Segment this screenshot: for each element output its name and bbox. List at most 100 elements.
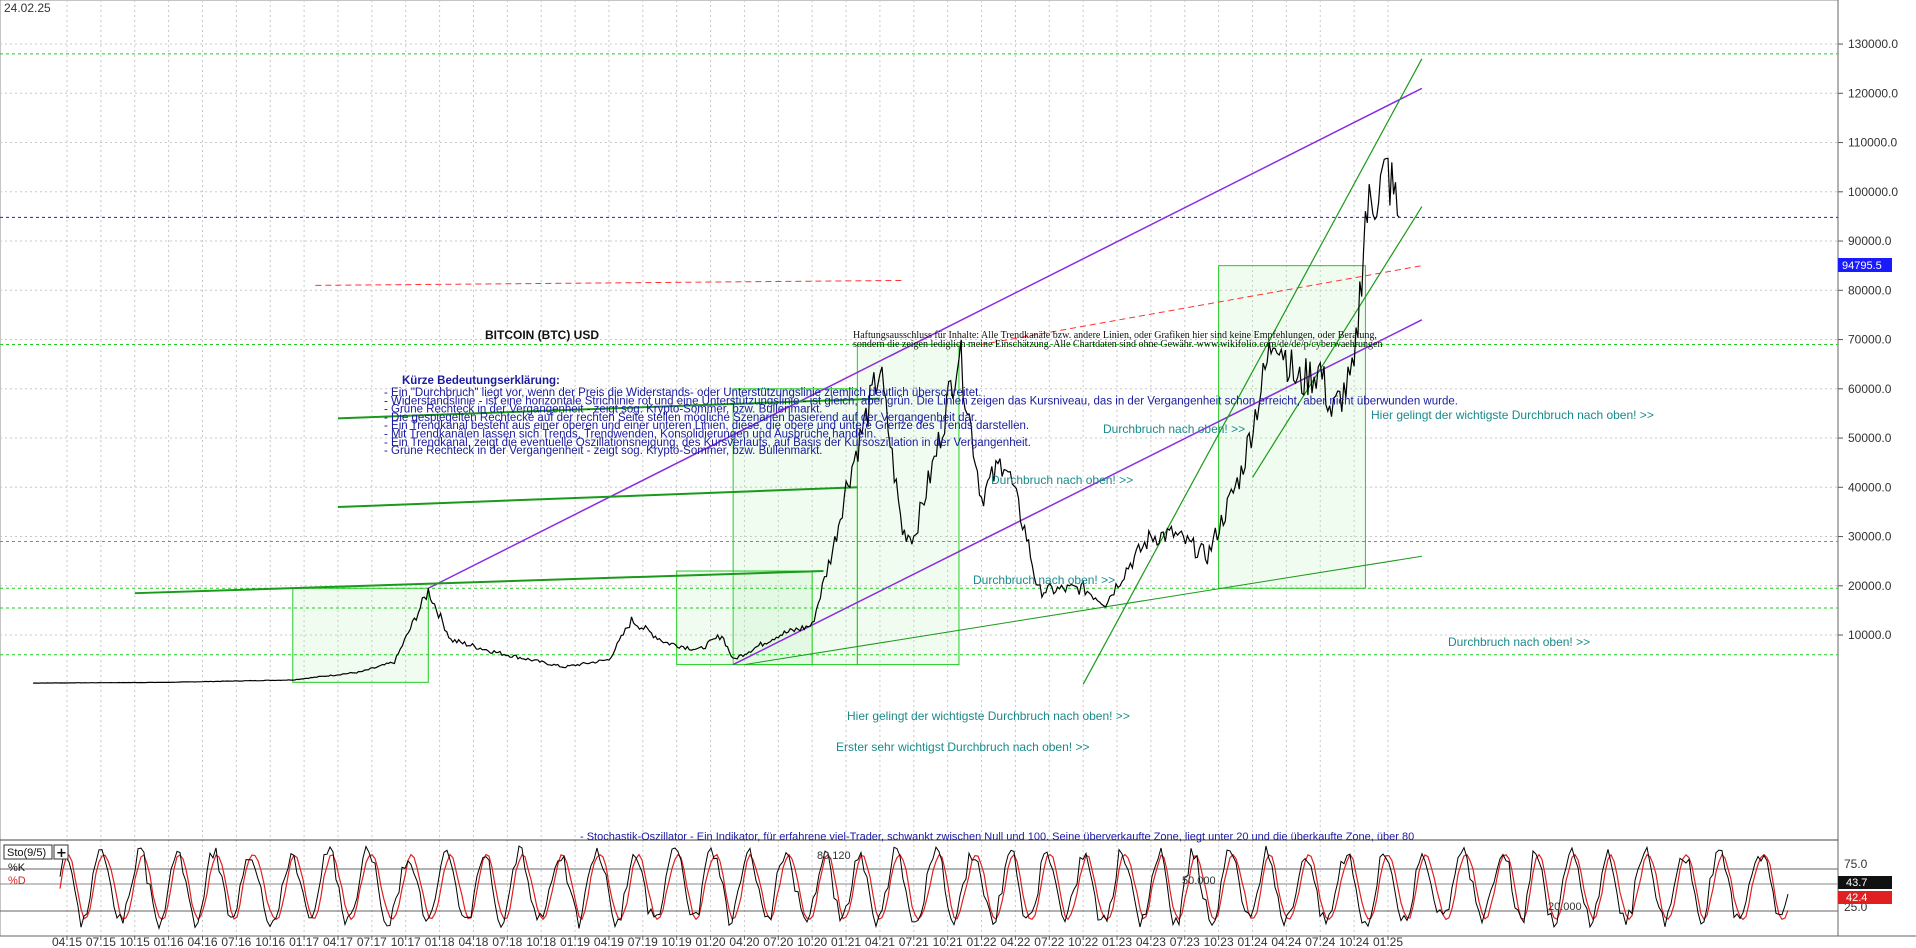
k-label: %K xyxy=(8,862,26,874)
trend-line xyxy=(337,486,858,508)
x-tick-label: 10.17 xyxy=(391,935,421,948)
stochastic-panel xyxy=(0,845,1838,931)
x-tick-label: 01.19 xyxy=(560,935,590,948)
x-tick-label: 01.22 xyxy=(967,935,997,948)
chart-title: BITCOIN (BTC) USD xyxy=(485,328,599,342)
annotation-breakout: Durchbruch nach oben! >> xyxy=(973,573,1115,587)
x-tick-label: 04.15 xyxy=(52,935,82,948)
stochastic-note: - Stochastik-Oszillator - Ein Indikator,… xyxy=(580,831,1414,843)
legend-line: - Ein Trendkanal, zeigt die eventuelle O… xyxy=(384,437,1031,449)
trend-line xyxy=(981,265,1422,345)
y-tick-label: 30000.0 xyxy=(1848,530,1892,544)
osc-d-line xyxy=(59,853,1789,921)
trend-line xyxy=(1252,206,1423,478)
current-price-badge xyxy=(1838,258,1892,272)
y-tick-label: 90000.0 xyxy=(1848,234,1892,248)
k-value: 43.7 xyxy=(1846,877,1867,889)
x-tick-label: 10.22 xyxy=(1068,935,1098,948)
plus-icon: + xyxy=(56,846,67,861)
y-tick-label: 50000.0 xyxy=(1848,431,1892,445)
price-axis-ticks: 10000.0 20000.0 30000.0 40000.0 50000.0 60000… xyxy=(1838,37,1898,642)
x-tick-label: 04.23 xyxy=(1136,935,1166,948)
disclaimer-line-2: sondern die zeigen lediglich meine Einsc… xyxy=(853,339,1382,350)
indicator-name: Sto(9/5) xyxy=(7,847,46,859)
x-tick-label: 04.24 xyxy=(1271,935,1301,948)
osc-level-20: 20.000 xyxy=(1548,901,1582,913)
y-tick-label: 60000.0 xyxy=(1848,382,1892,396)
x-tick-label: 04.17 xyxy=(323,935,353,948)
x-tick-label: 01.25 xyxy=(1373,935,1403,948)
date-label: 24.02.25 xyxy=(4,1,51,15)
legend-line: - Die gespiegelten Rechtecke auf der rec… xyxy=(384,412,977,424)
x-tick-label: 07.24 xyxy=(1305,935,1335,948)
x-tick-label: 07.22 xyxy=(1034,935,1064,948)
add-indicator-button[interactable] xyxy=(53,844,69,860)
x-tick-label: 04.22 xyxy=(1000,935,1030,948)
annotation-key-breakout: Hier gelingt der wichtigste Durchbruch n… xyxy=(847,709,1130,723)
x-tick-label: 07.15 xyxy=(86,935,116,948)
x-tick-label: 07.19 xyxy=(628,935,658,948)
annotation-first-breakout: Erster sehr wichtigst Durchbruch nach ob… xyxy=(836,740,1089,754)
y-tick-label: 110000.0 xyxy=(1848,136,1897,150)
y-tick-label: 20000.0 xyxy=(1848,579,1892,593)
x-tick-label: 07.21 xyxy=(899,935,929,948)
x-tick-label: 10.21 xyxy=(933,935,963,948)
x-tick-label: 10.20 xyxy=(797,935,827,948)
x-tick-label: 10.23 xyxy=(1204,935,1234,948)
trend-line xyxy=(337,397,880,420)
x-tick-label: 07.23 xyxy=(1170,935,1200,948)
x-tick-label: 10.18 xyxy=(526,935,556,948)
x-tick-label: 07.20 xyxy=(763,935,793,948)
k-value-badge xyxy=(1838,876,1892,889)
trend-line xyxy=(134,570,824,595)
x-tick-label: 01.24 xyxy=(1237,935,1267,948)
annotation-key-breakout: Hier gelingt der wichtigste Durchbruch n… xyxy=(1371,408,1654,422)
current-price-value: 94795.5 xyxy=(1842,260,1882,272)
disclaimer-line-1: Haftungsausschluss für Inhalte: Alle Tre… xyxy=(853,330,1377,341)
legend-line: - Mit Trendkanälen lassen sich Trends, T… xyxy=(384,429,876,441)
x-tick-label: 04.18 xyxy=(458,935,488,948)
annotation-breakout: Durchbruch nach oben! >> xyxy=(991,473,1133,487)
time-axis-ticks: 04.15 07.15 10.15 01.16 04.16 07.16 10.16 01.17… xyxy=(52,935,1403,948)
d-value: 42.4 xyxy=(1846,892,1867,904)
x-tick-label: 10.15 xyxy=(120,935,150,948)
x-tick-label: 01.23 xyxy=(1102,935,1132,948)
plot-frame xyxy=(0,0,1839,937)
price-line xyxy=(33,157,1400,684)
legend-line: - Widerstandslinie - ist eine horizontal… xyxy=(384,395,1458,407)
y-tick-label: 80000.0 xyxy=(1848,283,1892,297)
y-tick-label: 130000.0 xyxy=(1848,37,1898,51)
x-tick-label: 04.21 xyxy=(865,935,895,948)
d-label: %D xyxy=(8,875,26,887)
y-tick-label: 40000.0 xyxy=(1848,480,1892,494)
d-value-badge xyxy=(1838,891,1892,904)
indicator-selector[interactable] xyxy=(3,844,53,860)
grid xyxy=(0,0,1838,936)
x-tick-label: 01.21 xyxy=(831,935,861,948)
x-tick-label: 04.19 xyxy=(594,935,624,948)
trend-line xyxy=(744,555,1422,666)
legend-line: - Ein Trendkanal besteht aus einer obere… xyxy=(384,420,1029,432)
trend-line xyxy=(427,87,1423,589)
x-tick-label: 07.17 xyxy=(357,935,387,948)
x-tick-label: 10.19 xyxy=(662,935,692,948)
bull-market-rect xyxy=(856,343,960,666)
x-tick-label: 01.20 xyxy=(696,935,726,948)
horizontal-levels xyxy=(0,53,1838,656)
y-tick-label: 100000.0 xyxy=(1848,185,1898,199)
x-tick-label: 10.16 xyxy=(255,935,285,948)
y-tick-label: 10000.0 xyxy=(1848,628,1892,642)
trend-line xyxy=(1082,58,1423,685)
bull-market-rect xyxy=(292,587,429,683)
bull-market-rectangles xyxy=(292,265,1366,683)
x-tick-label: 10.24 xyxy=(1339,935,1369,948)
annotation-breakout: Durchbruch nach oben! >> xyxy=(1103,422,1245,436)
legend-line: - Grüne Rechteck in der Vergangenheit - … xyxy=(384,445,822,457)
x-tick-label: 07.16 xyxy=(221,935,251,948)
annotation-breakout: Durchbruch nach oben! >> xyxy=(1448,635,1590,649)
y-tick-label: 120000.0 xyxy=(1848,86,1898,100)
x-tick-label: 01.16 xyxy=(154,935,184,948)
trend-line xyxy=(315,279,903,286)
x-tick-label: 04.20 xyxy=(729,935,759,948)
x-tick-label: 01.18 xyxy=(425,935,455,948)
